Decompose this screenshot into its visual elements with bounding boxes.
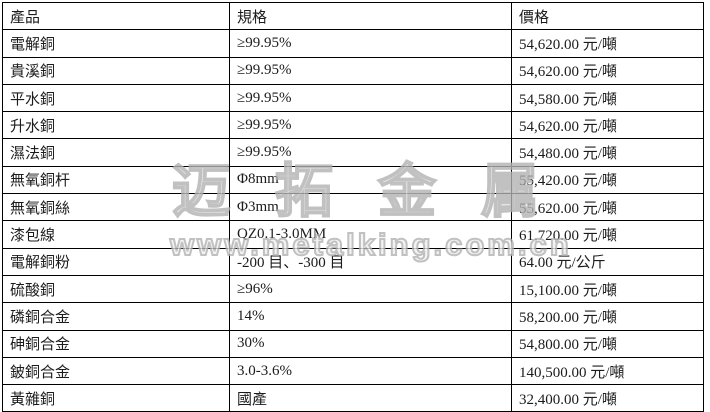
- header-row: 產品 規格 價格: [2, 1, 704, 31]
- table-row: 硫酸銅 ≥96% 15,100.00 元/噸: [2, 274, 704, 304]
- product-cell: 鈹銅合金: [2, 356, 230, 386]
- column-header-product: 產品: [2, 1, 230, 31]
- table-row: 平水銅 ≥99.95% 54,580.00 元/噸: [2, 83, 704, 113]
- price-cell: 54,620.00 元/噸: [511, 111, 704, 140]
- table-row: 無氧銅杆 Φ8mm 55,420.00 元/噸: [2, 165, 704, 195]
- price-cell: 55,420.00 元/噸: [511, 165, 704, 195]
- product-cell: 濕法銅: [2, 138, 230, 167]
- table-header: 產品 規格 價格: [2, 1, 704, 31]
- price-cell: 54,480.00 元/噸: [511, 138, 704, 167]
- table-row: 電解銅 ≥99.95% 54,620.00 元/噸: [2, 29, 704, 58]
- product-cell: 電解銅粉: [2, 247, 230, 276]
- price-cell: 54,580.00 元/噸: [511, 83, 704, 113]
- product-cell: 貴溪銅: [2, 56, 230, 85]
- price-cell: 58,200.00 元/噸: [511, 302, 704, 331]
- spec-cell: Φ3mm: [229, 193, 512, 222]
- product-cell: 無氧銅杆: [2, 165, 230, 195]
- spec-cell: ≥99.95%: [229, 111, 512, 140]
- product-cell: 磷銅合金: [2, 302, 230, 331]
- product-cell: 砷銅合金: [2, 329, 230, 358]
- table-row: 黃雜銅 國產 32,400.00 元/噸: [2, 384, 704, 412]
- spec-cell: ≥99.95%: [229, 56, 512, 85]
- price-table-body: 電解銅 ≥99.95% 54,620.00 元/噸 貴溪銅 ≥99.95% 54…: [2, 29, 704, 412]
- price-cell: 64.00 元/公斤: [511, 247, 704, 276]
- product-cell: 漆包線: [2, 220, 230, 249]
- table-row: 無氧銅絲 Φ3mm 55,620.00 元/噸: [2, 193, 704, 222]
- column-header-price: 價格: [511, 1, 704, 31]
- table-row: 貴溪銅 ≥99.95% 54,620.00 元/噸: [2, 56, 704, 85]
- spec-cell: Φ8mm: [229, 165, 512, 195]
- product-cell: 電解銅: [2, 29, 230, 58]
- price-cell: 55,620.00 元/噸: [511, 193, 704, 222]
- spec-cell: ≥99.95%: [229, 29, 512, 58]
- spec-cell: 14%: [229, 302, 512, 331]
- price-cell: 32,400.00 元/噸: [511, 384, 704, 412]
- product-cell: 無氧銅絲: [2, 193, 230, 222]
- product-cell: 平水銅: [2, 83, 230, 113]
- spec-cell: 國產: [229, 384, 512, 412]
- spec-cell: 3.0-3.6%: [229, 356, 512, 386]
- table-row: 鈹銅合金 3.0-3.6% 140,500.00 元/噸: [2, 356, 704, 386]
- price-cell: 15,100.00 元/噸: [511, 274, 704, 304]
- spec-cell: ≥99.95%: [229, 83, 512, 113]
- spec-cell: ≥96%: [229, 274, 512, 304]
- product-cell: 黃雜銅: [2, 384, 230, 412]
- price-cell: 54,800.00 元/噸: [511, 329, 704, 358]
- table-row: 升水銅 ≥99.95% 54,620.00 元/噸: [2, 111, 704, 140]
- price-cell: 140,500.00 元/噸: [511, 356, 704, 386]
- product-cell: 硫酸銅: [2, 274, 230, 304]
- spec-cell: 30%: [229, 329, 512, 358]
- spec-cell: -200 目、-300 目: [229, 247, 512, 276]
- table-row: 砷銅合金 30% 54,800.00 元/噸: [2, 329, 704, 358]
- price-cell: 54,620.00 元/噸: [511, 29, 704, 58]
- column-header-spec: 規格: [229, 1, 512, 31]
- table-row: 電解銅粉 -200 目、-300 目 64.00 元/公斤: [2, 247, 704, 276]
- price-cell: 61,720.00 元/噸: [511, 220, 704, 249]
- product-cell: 升水銅: [2, 111, 230, 140]
- spec-cell: ≥99.95%: [229, 138, 512, 167]
- table-row: 濕法銅 ≥99.95% 54,480.00 元/噸: [2, 138, 704, 167]
- spec-cell: QZ0.1-3.0MM: [229, 220, 512, 249]
- table-row: 磷銅合金 14% 58,200.00 元/噸: [2, 302, 704, 331]
- table-row: 漆包線 QZ0.1-3.0MM 61,720.00 元/噸: [2, 220, 704, 249]
- price-cell: 54,620.00 元/噸: [511, 56, 704, 85]
